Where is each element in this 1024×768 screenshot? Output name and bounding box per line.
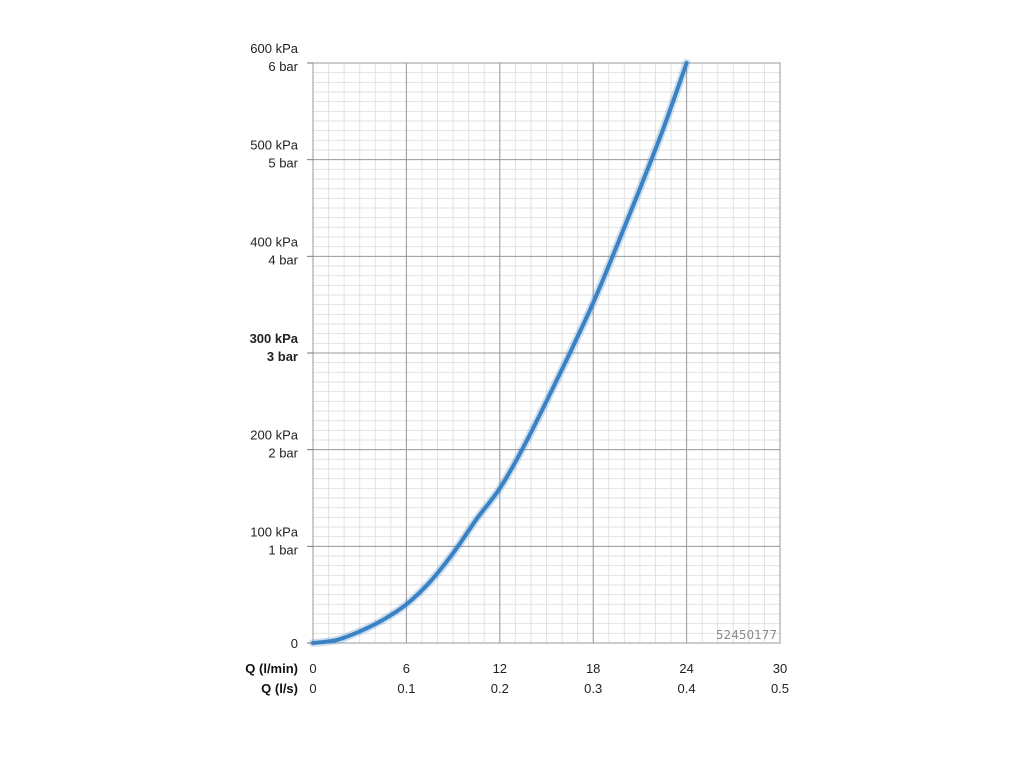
x-tick-label-lmin: 24	[679, 661, 693, 676]
y-tick-label-bar: 2 bar	[268, 446, 298, 461]
x-axis-title-lmin: Q (l/min)	[245, 661, 298, 676]
x-tick-label-ls: 0	[309, 681, 316, 696]
y-tick-label-bar: 6 bar	[268, 59, 298, 74]
y-tick-label-kpa: 200 kPa	[250, 428, 298, 443]
x-tick-label-ls: 0.5	[771, 681, 789, 696]
product-code-label: 52450177	[716, 628, 777, 642]
y-tick-label-bar: 4 bar	[268, 252, 298, 267]
x-tick-label-ls: 0.1	[397, 681, 415, 696]
x-tick-label-lmin: 6	[403, 661, 410, 676]
x-tick-label-lmin: 30	[773, 661, 787, 676]
x-tick-label-lmin: 18	[586, 661, 600, 676]
y-tick-label-kpa: 600 kPa	[250, 41, 298, 56]
y-tick-label-bar: 5 bar	[268, 156, 298, 171]
x-tick-label-lmin: 12	[493, 661, 507, 676]
series-line	[311, 61, 689, 645]
y-tick-label-bar: 1 bar	[268, 542, 298, 557]
y-axis-labels: 0 100 kPa 1 bar 200 kPa 2 bar 300 kPa 3 bar 400…	[250, 41, 313, 651]
x-axis-title-ls: Q (l/s)	[261, 681, 298, 696]
y-tick-label-kpa: 500 kPa	[250, 138, 298, 153]
x-tick-label-ls: 0.3	[584, 681, 602, 696]
y-tick-label-kpa: 0	[291, 636, 298, 651]
y-tick-label-bar: 3 bar	[267, 349, 298, 364]
x-tick-label-ls: 0.2	[491, 681, 509, 696]
y-tick-label-kpa: 400 kPa	[250, 234, 298, 249]
x-tick-label-ls: 0.4	[678, 681, 696, 696]
x-tick-label-lmin: 0	[309, 661, 316, 676]
y-tick-label-kpa: 100 kPa	[250, 524, 298, 539]
x-axis-labels: 0 0 6 0.1 12 0.2 18 0.3 24 0.4 30 0.5	[309, 661, 789, 696]
curve-group	[309, 59, 691, 647]
y-tick-label-kpa: 300 kPa	[250, 331, 299, 346]
